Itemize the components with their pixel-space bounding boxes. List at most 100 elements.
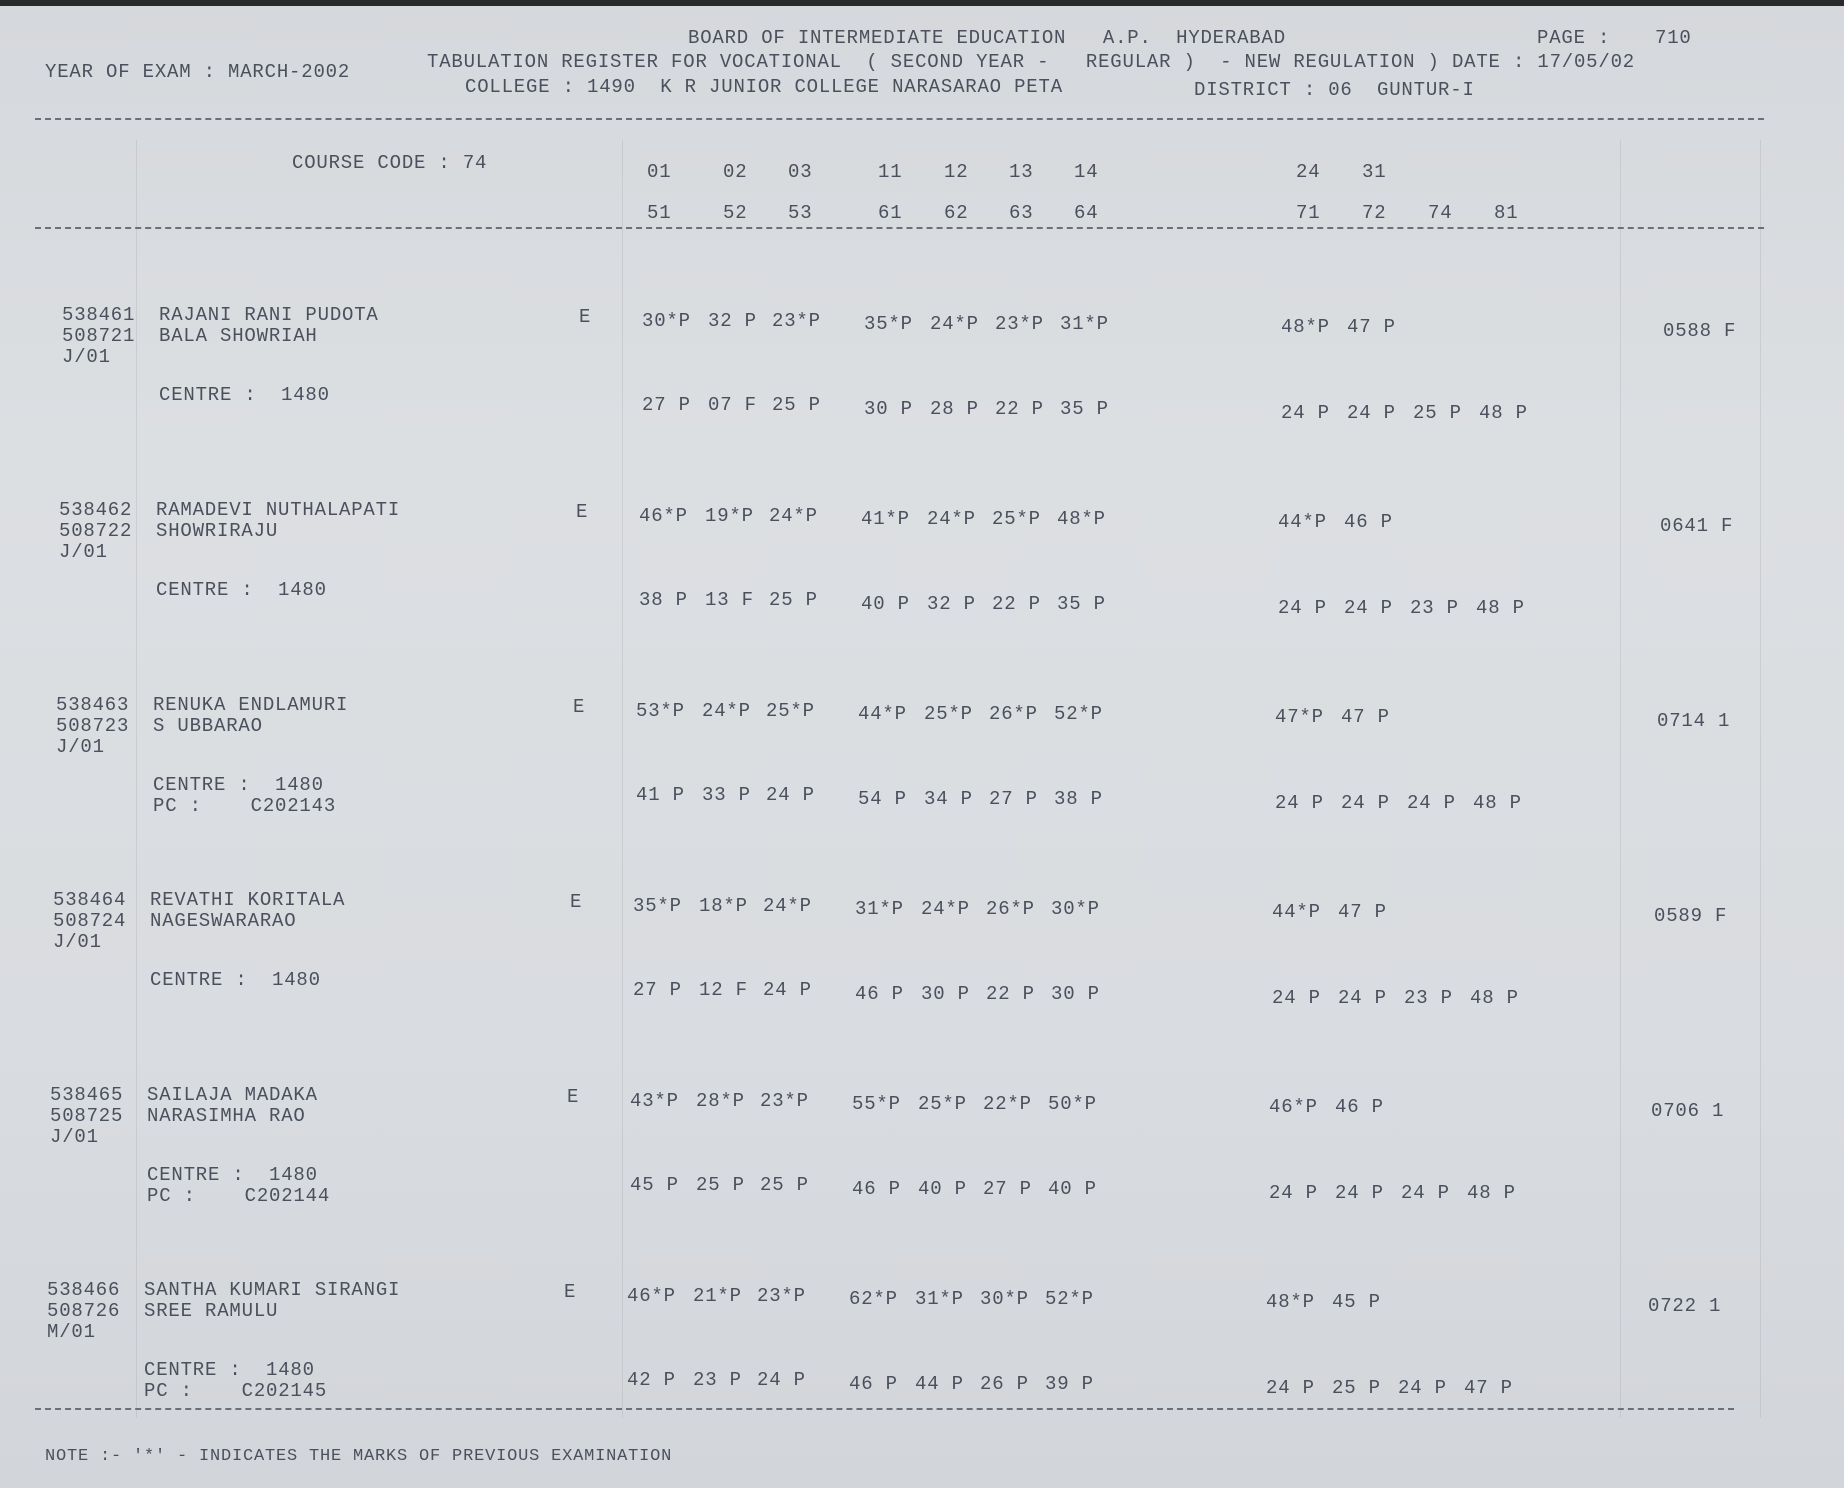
previous-mark: 25*P (918, 1093, 967, 1115)
father-name: SHOWRIRAJU (156, 520, 279, 542)
previous-mark: 46 P (1335, 1096, 1384, 1118)
current-mark: 24 P (1281, 402, 1330, 424)
current-mark: 48 P (1467, 1182, 1516, 1204)
register-number: 508726 (47, 1300, 121, 1322)
divider (35, 1408, 1734, 1410)
medium: E (570, 891, 583, 913)
previous-mark: 43*P (630, 1090, 679, 1112)
student-record: 538463 508723 J/01 RENUKA ENDLAMURI S UBBARA… (0, 695, 1844, 885)
previous-mark: 46 P (1344, 511, 1393, 533)
previous-mark: 22*P (983, 1093, 1032, 1115)
father-name: BALA SHOWRIAH (159, 325, 318, 347)
current-mark: 46 P (849, 1373, 898, 1395)
previous-mark: 62*P (849, 1288, 898, 1310)
roll-number: 538461 (62, 304, 136, 326)
district-line: DISTRICT : 06 GUNTUR-I (1194, 79, 1475, 101)
previous-mark: 23*P (995, 313, 1044, 335)
subject-code: 74 (1428, 202, 1453, 224)
total-result: 0706 1 (1651, 1100, 1725, 1122)
medium: E (579, 306, 592, 328)
current-mark: 32 P (927, 593, 976, 615)
group-code: J/01 (50, 1126, 99, 1148)
roll-number: 538465 (50, 1084, 124, 1106)
subject-code: 01 (647, 161, 672, 183)
current-mark: 27 P (633, 979, 682, 1001)
year-of-exam: YEAR OF EXAM : MARCH-2002 (45, 61, 351, 83)
subject-code: 72 (1362, 202, 1387, 224)
previous-mark: 23*P (757, 1285, 806, 1307)
board-title: BOARD OF INTERMEDIATE EDUCATION A.P. HYD… (688, 27, 1286, 49)
previous-mark: 30*P (642, 310, 691, 332)
previous-mark: 31*P (1060, 313, 1109, 335)
centre-code: CENTRE : 1480 (150, 969, 321, 991)
group-code: J/01 (62, 346, 111, 368)
current-mark: 44 P (915, 1373, 964, 1395)
page-label: PAGE : (1537, 27, 1611, 49)
current-mark: 23 P (1410, 597, 1459, 619)
previous-mark: 24*P (702, 700, 751, 722)
previous-mark: 52*P (1054, 703, 1103, 725)
pc-code: PC : C202143 (153, 795, 337, 817)
current-mark: 30 P (864, 398, 913, 420)
previous-mark: 46*P (627, 1285, 676, 1307)
previous-mark: 24*P (921, 898, 970, 920)
subject-code: 62 (944, 202, 969, 224)
current-mark: 24 P (1275, 792, 1324, 814)
student-record: 538464 508724 J/01 REVATHI KORITALA NAGESWAR… (0, 890, 1844, 1080)
previous-mark: 55*P (852, 1093, 901, 1115)
current-mark: 22 P (995, 398, 1044, 420)
roll-number: 538462 (59, 499, 133, 521)
current-mark: 24 P (1266, 1377, 1315, 1399)
current-mark: 40 P (1048, 1178, 1097, 1200)
subject-code: 03 (788, 161, 813, 183)
current-mark: 45 P (630, 1174, 679, 1196)
group-code: J/01 (59, 541, 108, 563)
group-code: M/01 (47, 1321, 96, 1343)
current-mark: 38 P (1054, 788, 1103, 810)
previous-mark: 30*P (980, 1288, 1029, 1310)
centre-code: CENTRE : 1480 (159, 384, 330, 406)
previous-mark: 44*P (858, 703, 907, 725)
student-name: SANTHA KUMARI SIRANGI (144, 1279, 401, 1301)
column-rule (1760, 140, 1761, 1418)
current-mark: 47 P (1464, 1377, 1513, 1399)
current-mark: 28 P (930, 398, 979, 420)
current-mark: 48 P (1476, 597, 1525, 619)
current-mark: 27 P (983, 1178, 1032, 1200)
current-mark: 24 P (1278, 597, 1327, 619)
current-mark: 48 P (1473, 792, 1522, 814)
subject-code: 24 (1296, 161, 1321, 183)
father-name: S UBBARAO (153, 715, 263, 737)
current-mark: 30 P (921, 983, 970, 1005)
group-code: J/01 (56, 736, 105, 758)
total-result: 0588 F (1663, 320, 1737, 342)
student-name: RENUKA ENDLAMURI (153, 694, 349, 716)
current-mark: 35 P (1060, 398, 1109, 420)
student-record: 538466 508726 M/01 SANTHA KUMARI SIRANGI SRE… (0, 1280, 1844, 1470)
register-number: 508723 (56, 715, 130, 737)
column-rule (1620, 140, 1621, 1418)
subject-code: 02 (723, 161, 748, 183)
subject-code: 12 (944, 161, 969, 183)
previous-mark: 46*P (1269, 1096, 1318, 1118)
register-number: 508722 (59, 520, 133, 542)
current-mark: 48 P (1470, 987, 1519, 1009)
previous-mark: 28*P (696, 1090, 745, 1112)
current-mark: 35 P (1057, 593, 1106, 615)
current-mark: 25 P (769, 589, 818, 611)
current-mark: 39 P (1045, 1373, 1094, 1395)
student-name: RAMADEVI NUTHALAPATI (156, 499, 401, 521)
total-result: 0589 F (1654, 905, 1728, 927)
previous-mark: 25*P (924, 703, 973, 725)
current-mark: 40 P (918, 1178, 967, 1200)
previous-mark: 53*P (636, 700, 685, 722)
current-mark: 46 P (855, 983, 904, 1005)
previous-mark: 23*P (760, 1090, 809, 1112)
previous-mark: 35*P (864, 313, 913, 335)
register-title: TABULATION REGISTER FOR VOCATIONAL ( SEC… (427, 51, 1635, 73)
previous-mark: 24*P (769, 505, 818, 527)
centre-code: CENTRE : 1480 (153, 774, 324, 796)
medium: E (567, 1086, 580, 1108)
current-mark: 34 P (924, 788, 973, 810)
subject-code: 11 (878, 161, 903, 183)
